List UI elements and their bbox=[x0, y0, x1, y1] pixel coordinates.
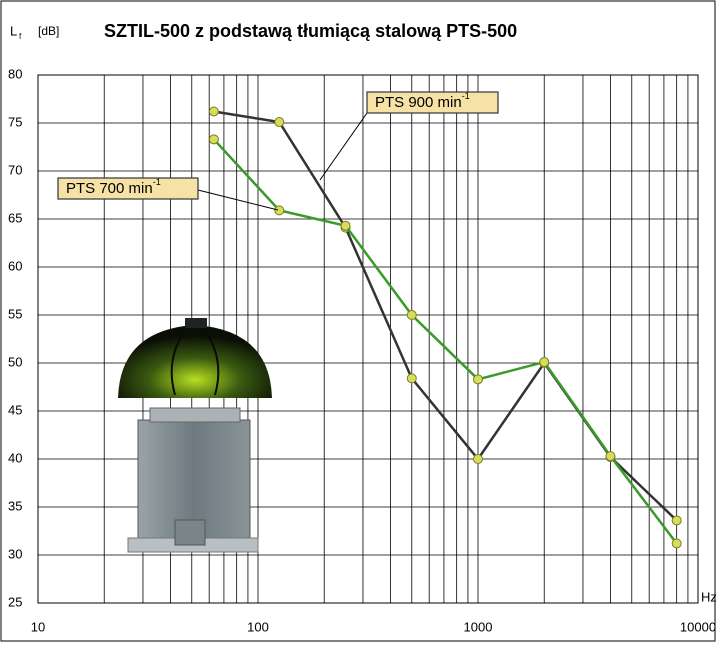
legend-box bbox=[57, 177, 199, 200]
marker bbox=[671, 515, 682, 526]
marker bbox=[274, 117, 285, 128]
y-tick-label: 55 bbox=[8, 306, 22, 321]
marker bbox=[274, 205, 285, 216]
y-label-unit: [dB] bbox=[38, 24, 59, 38]
marker bbox=[208, 106, 219, 117]
y-tick-label: 25 bbox=[8, 594, 22, 609]
marker bbox=[340, 220, 351, 231]
legend-superscript: -1 bbox=[153, 177, 161, 187]
series-line bbox=[212, 138, 678, 545]
x-axis-label: Hz bbox=[701, 589, 716, 604]
y-tick-label: 50 bbox=[8, 354, 22, 369]
y-tick-label: 75 bbox=[8, 114, 22, 129]
y-tick-label: 70 bbox=[8, 162, 22, 177]
marker bbox=[208, 134, 219, 145]
x-tick-label: 10000 bbox=[680, 619, 716, 634]
y-axis-label: L f [dB] bbox=[10, 23, 59, 41]
y-tick-label: 65 bbox=[8, 210, 22, 225]
y-tick-label: 80 bbox=[8, 66, 22, 81]
y-tick-label: 30 bbox=[8, 546, 22, 561]
chart-title: SZTIL-500 z podstawą tłumiącą stalową PT… bbox=[104, 21, 517, 41]
y-label-subscript: f bbox=[19, 32, 22, 41]
x-tick-label: 100 bbox=[247, 619, 269, 634]
callout-line bbox=[319, 112, 368, 181]
legend-label: PTS 900 min-1 bbox=[375, 91, 470, 111]
x-tick-label: 1000 bbox=[464, 619, 493, 634]
legend-superscript: -1 bbox=[462, 91, 470, 101]
marker bbox=[605, 451, 616, 462]
legend-name: PTS 900 min bbox=[375, 94, 462, 111]
y-tick-label: 35 bbox=[8, 498, 22, 513]
marker bbox=[473, 374, 483, 385]
legend-name: PTS 700 min bbox=[66, 180, 153, 197]
y-tick-label: 40 bbox=[8, 450, 22, 465]
y-tick-label: 45 bbox=[8, 402, 22, 417]
marker bbox=[539, 357, 550, 368]
y-label-symbol: L bbox=[10, 23, 17, 38]
x-tick-label: 10 bbox=[31, 619, 45, 634]
marker bbox=[406, 310, 417, 320]
marker bbox=[406, 373, 417, 384]
legend-label: PTS 700 min-1 bbox=[66, 177, 161, 197]
marker bbox=[473, 454, 483, 464]
plot-border bbox=[37, 74, 699, 604]
y-tick-label: 60 bbox=[8, 258, 22, 273]
fan-image bbox=[118, 318, 272, 553]
legend-box bbox=[366, 91, 499, 114]
callout-line bbox=[197, 189, 279, 211]
marker bbox=[671, 538, 682, 549]
